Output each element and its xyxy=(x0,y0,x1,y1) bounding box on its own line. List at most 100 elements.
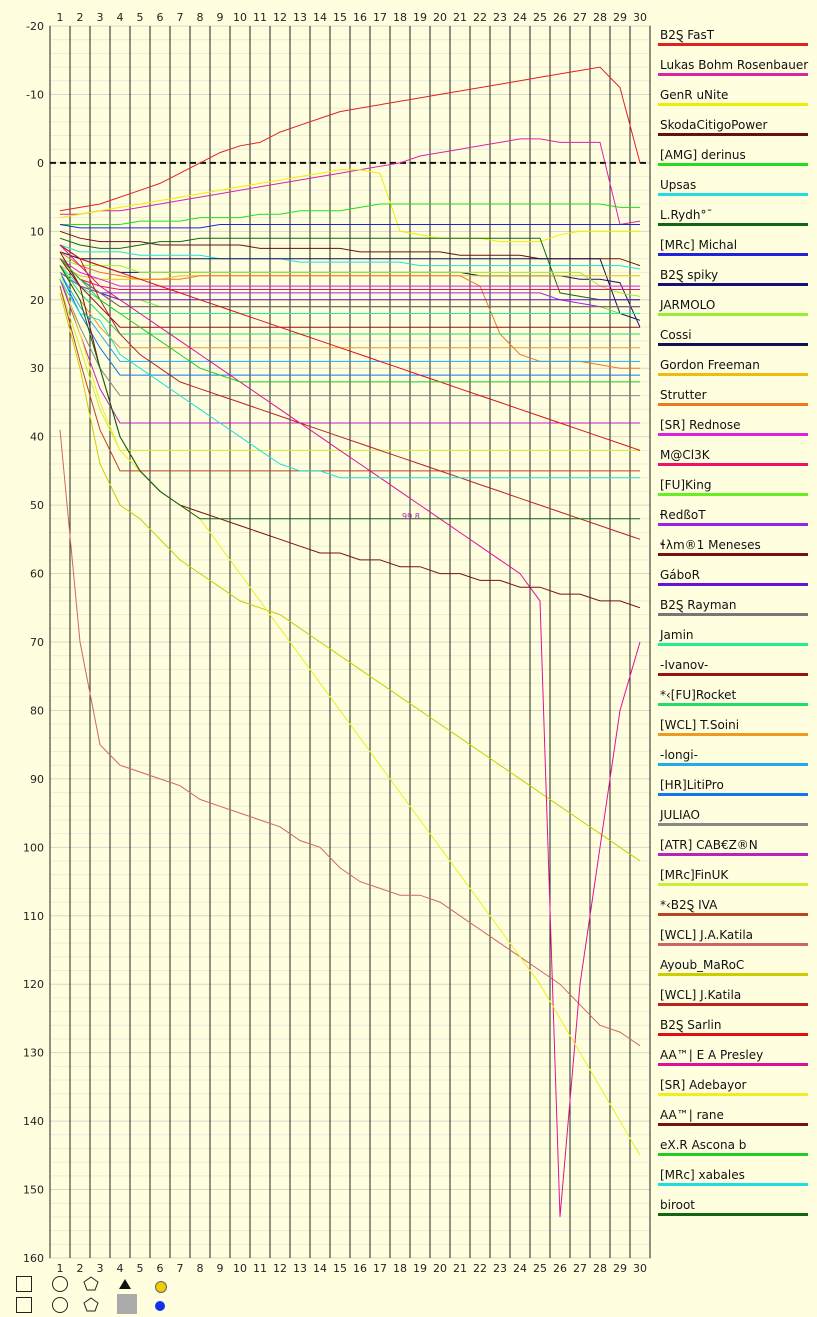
y-tick-label: 100 xyxy=(23,841,44,854)
x-tick-label: 24 xyxy=(513,1262,527,1275)
legend-item: -Ivanov- xyxy=(656,654,808,684)
legend-label: GenR uNite xyxy=(660,88,729,102)
y-tick-label: 140 xyxy=(23,1115,44,1128)
series-line xyxy=(59,292,641,862)
x-tick-label: 18 xyxy=(393,1262,407,1275)
x-tick-label: 17 xyxy=(373,1262,387,1275)
x-tick-label: 2 xyxy=(77,1262,84,1275)
legend-item: Upsas xyxy=(656,174,808,204)
x-tick-label: 28 xyxy=(593,11,607,24)
series-line xyxy=(59,258,640,287)
x-tick-label: 6 xyxy=(157,1262,164,1275)
series-line xyxy=(59,244,641,540)
y-tick-labels: -20 -10 0 10 20 30 40 50 60 70 80 90 100 110 120 130 140… xyxy=(23,20,44,1265)
legend-item: Jamin xyxy=(656,624,808,654)
series-line xyxy=(59,258,640,290)
x-tick-label: 27 xyxy=(573,1262,587,1275)
series-line xyxy=(59,224,640,229)
legend-item: B2Ȿ Rayman xyxy=(656,594,808,624)
legend-swatch xyxy=(658,1183,808,1186)
legend-swatch xyxy=(658,1153,808,1156)
legend-label: Upsas xyxy=(660,178,697,192)
legend-label: *‹B2Ȿ IVA xyxy=(660,898,718,912)
legend-swatch xyxy=(658,733,808,736)
legend-swatch xyxy=(658,1033,808,1036)
legend-label: Cossi xyxy=(660,328,692,342)
legend-label: JULIAO xyxy=(660,808,700,822)
legend-swatch xyxy=(658,1003,808,1006)
legend-label: AA™| E A Presley xyxy=(660,1048,764,1062)
y-tick-label: 160 xyxy=(23,1252,44,1265)
x-tick-label: 3 xyxy=(97,1262,104,1275)
marker-key xyxy=(0,1270,200,1317)
y-tick-label: 150 xyxy=(23,1184,44,1197)
legend-item: Ayoub_MaRoC xyxy=(656,954,808,984)
legend-label: Ayoub_MaRoC xyxy=(660,958,745,972)
legend-swatch xyxy=(658,913,808,916)
legend-item: Strutter xyxy=(656,384,808,414)
series-line xyxy=(59,244,641,1217)
series-line xyxy=(59,272,640,376)
series-line xyxy=(59,258,641,297)
series-line xyxy=(59,251,641,321)
square-outline-icon xyxy=(16,1276,32,1292)
y-tick-label: 70 xyxy=(30,636,44,649)
legend-item: B2Ȿ spiky xyxy=(656,264,808,294)
y-tick-label: 20 xyxy=(30,294,44,307)
legend-swatch xyxy=(658,853,808,856)
x-tick-label: 14 xyxy=(313,11,327,24)
legend-swatch xyxy=(658,613,808,616)
yellow-dot-icon xyxy=(155,1281,167,1293)
x-tick-label: 20 xyxy=(433,11,447,24)
blue-dot-icon xyxy=(155,1301,165,1311)
legend-item: Lukas Bohm Rosenbauer xyxy=(656,54,808,84)
series-line xyxy=(59,285,640,451)
legend-swatch xyxy=(658,313,808,316)
legend: B2Ȿ FasT Lukas Bohm Rosenbauer GenR uNite S… xyxy=(656,24,808,1224)
legend-label: [WCL] J.Katila xyxy=(660,988,742,1002)
legend-label: Lukas Bohm Rosenbauer xyxy=(660,58,809,72)
x-tick-label: 1 xyxy=(57,1262,64,1275)
legend-item: [SR] Adebayor xyxy=(656,1074,808,1104)
x-tick-label: 15 xyxy=(333,11,347,24)
legend-swatch xyxy=(658,1123,808,1126)
x-tick-label: 28 xyxy=(593,1262,607,1275)
legend-label: SkodaCitigoPower xyxy=(660,118,768,132)
legend-item: ɬλm®1 Meneses xyxy=(656,534,808,564)
legend-item: [ATR] CAB€Z®N xyxy=(656,834,808,864)
series-line xyxy=(59,265,640,314)
x-tick-label: 20 xyxy=(433,1262,447,1275)
x-tick-label: 12 xyxy=(273,11,287,24)
series-line xyxy=(60,203,640,225)
y-tick-label: 60 xyxy=(30,568,44,581)
legend-label: -longi- xyxy=(660,748,698,762)
legend-item: [HR]LitiPro xyxy=(656,774,808,804)
legend-label: B2Ȿ Rayman xyxy=(660,598,737,612)
x-tick-label: 6 xyxy=(157,11,164,24)
x-tick-label: 19 xyxy=(413,1262,427,1275)
x-tick-label: 26 xyxy=(553,1262,567,1275)
legend-label: B2Ȿ spiky xyxy=(660,268,719,282)
legend-item: *‹B2Ȿ IVA xyxy=(656,894,808,924)
legend-label: B2Ȿ FasT xyxy=(660,28,715,42)
series-line xyxy=(59,265,640,520)
legend-swatch xyxy=(658,103,808,106)
legend-item: [AMG] derinus xyxy=(656,144,808,174)
legend-item: Cossi xyxy=(656,324,808,354)
legend-swatch xyxy=(658,133,808,136)
square-outline-icon xyxy=(16,1297,32,1313)
x-tick-labels: 1122334455667788991010111112121313141415… xyxy=(57,11,648,1275)
circle-outline-icon xyxy=(52,1297,68,1313)
legend-swatch xyxy=(658,403,808,406)
series-line xyxy=(59,258,640,301)
legend-swatch xyxy=(658,673,808,676)
legend-item: [SR] Rednose xyxy=(656,414,808,444)
x-tick-label: 25 xyxy=(533,11,547,24)
legend-label: GáboR xyxy=(660,568,700,582)
legend-label: ɬλm®1 Meneses xyxy=(660,538,761,552)
legend-item: [MRc] xabales xyxy=(656,1164,808,1194)
x-tick-label: 29 xyxy=(613,1262,627,1275)
x-tick-label: 10 xyxy=(233,11,247,24)
x-tick-label: 26 xyxy=(553,11,567,24)
y-tick-label: 40 xyxy=(30,431,44,444)
